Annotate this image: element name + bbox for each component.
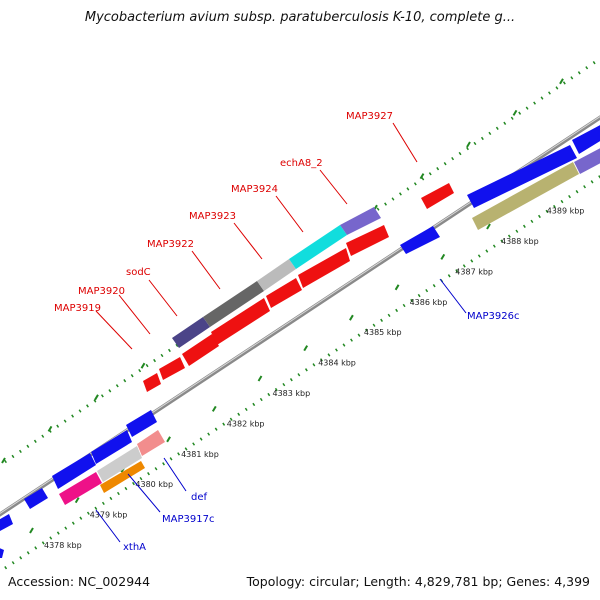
gene-lightgray-inner[interactable] [97, 446, 142, 482]
kbp-tick-label: 4381 kbp [181, 450, 219, 459]
gene-blue-left-1[interactable] [0, 514, 13, 531]
label-map3919[interactable]: MAP3919 [54, 303, 101, 314]
gene-sodc[interactable] [182, 334, 219, 366]
gene-cyan[interactable] [289, 225, 347, 269]
leader-def [163, 457, 187, 492]
kbp-tick-label: 4388 kbp [501, 237, 539, 246]
leader-xtha [95, 509, 121, 543]
kbp-tick-label: 4378 kbp [44, 541, 82, 550]
gene-labels: MAP3919 MAP3920 sodC MAP3922 MAP3923 MAP… [54, 111, 519, 553]
kbp-tick-label: 4386 kbp [410, 298, 448, 307]
leader-map3917c [127, 473, 161, 513]
outer-major-tick [47, 425, 53, 432]
leader-sodc [148, 279, 178, 317]
label-map3926c[interactable]: MAP3926c [467, 311, 519, 322]
gene-echa8-2[interactable] [346, 225, 389, 256]
gene-map3917c[interactable] [100, 461, 145, 493]
leader-map3924 [275, 195, 304, 233]
outer-major-tick [512, 109, 518, 116]
kbp-scale-labels: 4378 kbp 4379 kbp 4380 kbp 4381 kbp 4382 kbp… [44, 207, 584, 550]
label-map3924[interactable]: MAP3924 [231, 184, 278, 195]
inner-major-tick [74, 497, 80, 504]
label-map3927[interactable]: MAP3927 [346, 111, 393, 122]
gene-lightgray[interactable] [257, 259, 296, 291]
gene-dark-slate[interactable] [172, 317, 210, 348]
gene-olive[interactable] [472, 162, 579, 230]
gene-lavender[interactable] [340, 207, 381, 235]
kbp-tick-label: 4382 kbp [227, 419, 265, 428]
label-def[interactable]: def [191, 492, 208, 503]
inner-major-ticks [29, 193, 537, 534]
gene-map3924[interactable] [298, 248, 350, 288]
gene-def[interactable] [137, 430, 165, 456]
gene-lavender-right[interactable] [574, 145, 600, 174]
gene-blue-left-6[interactable] [0, 546, 4, 558]
inner-major-tick [486, 223, 491, 230]
inner-major-tick [394, 284, 400, 291]
outer-major-tick [559, 78, 564, 85]
label-sodc[interactable]: sodC [126, 267, 151, 278]
outer-major-tick [140, 362, 146, 369]
inner-major-tick [211, 405, 217, 412]
gene-map3920[interactable] [159, 357, 185, 380]
inner-major-tick [303, 345, 309, 352]
inner-major-tick [440, 253, 446, 260]
kbp-tick-label: 4389 kbp [547, 207, 585, 216]
gene-map3922[interactable] [211, 298, 270, 345]
gene-map3926c[interactable] [400, 226, 440, 254]
gene-map3927[interactable] [421, 183, 454, 209]
leader-map3919 [95, 310, 133, 350]
outer-major-tick [466, 141, 471, 148]
inner-major-tick [349, 314, 354, 321]
outer-major-ticks [1, 78, 564, 464]
kbp-tick-label: 4380 kbp [135, 480, 173, 489]
gene-features [0, 122, 600, 558]
gene-blue-left-4[interactable] [91, 430, 132, 464]
kbp-tick-label: 4385 kbp [364, 328, 402, 337]
gene-blue-left-5[interactable] [126, 410, 157, 437]
leader-map3927 [392, 122, 418, 163]
gene-map3919[interactable] [143, 373, 161, 392]
label-map3920[interactable]: MAP3920 [78, 286, 125, 297]
accession-text: Accession: NC_002944 [8, 574, 151, 589]
label-map3922[interactable]: MAP3922 [147, 239, 194, 250]
label-leaders [95, 122, 467, 543]
inner-major-tick [166, 436, 171, 443]
gene-blue-right-1[interactable] [467, 145, 577, 208]
gene-map3923[interactable] [266, 278, 302, 308]
gene-gray[interactable] [203, 281, 264, 327]
kbp-tick-label: 4384 kbp [318, 359, 356, 368]
kbp-tick-label: 4383 kbp [273, 389, 311, 398]
genome-stats-text: Topology: circular; Length: 4,829,781 bp… [246, 574, 590, 589]
leader-map3923 [233, 222, 263, 260]
label-map3923[interactable]: MAP3923 [189, 211, 236, 222]
inner-major-tick [257, 375, 263, 382]
label-xtha[interactable]: xthA [123, 542, 146, 553]
leader-echa8-2 [319, 169, 348, 205]
outer-major-tick [1, 457, 6, 464]
leader-map3920 [118, 294, 151, 335]
gene-xtha[interactable] [59, 472, 102, 505]
gene-blue-left-3[interactable] [52, 453, 96, 489]
kbp-tick-label: 4387 kbp [455, 267, 493, 276]
gene-blue-left-2[interactable] [24, 488, 48, 509]
inner-major-tick [29, 527, 34, 534]
gene-blue-right-2[interactable] [572, 122, 600, 154]
kbp-tick-label: 4379 kbp [90, 511, 128, 520]
label-echa8-2[interactable]: echA8_2 [280, 158, 323, 169]
label-map3917c[interactable]: MAP3917c [162, 514, 214, 525]
outer-major-tick [419, 173, 425, 180]
leader-map3922 [191, 250, 221, 290]
map-title: Mycobacterium avium subsp. paratuberculo… [84, 10, 516, 25]
leader-map3926c [439, 278, 467, 314]
outer-major-tick [94, 394, 99, 401]
